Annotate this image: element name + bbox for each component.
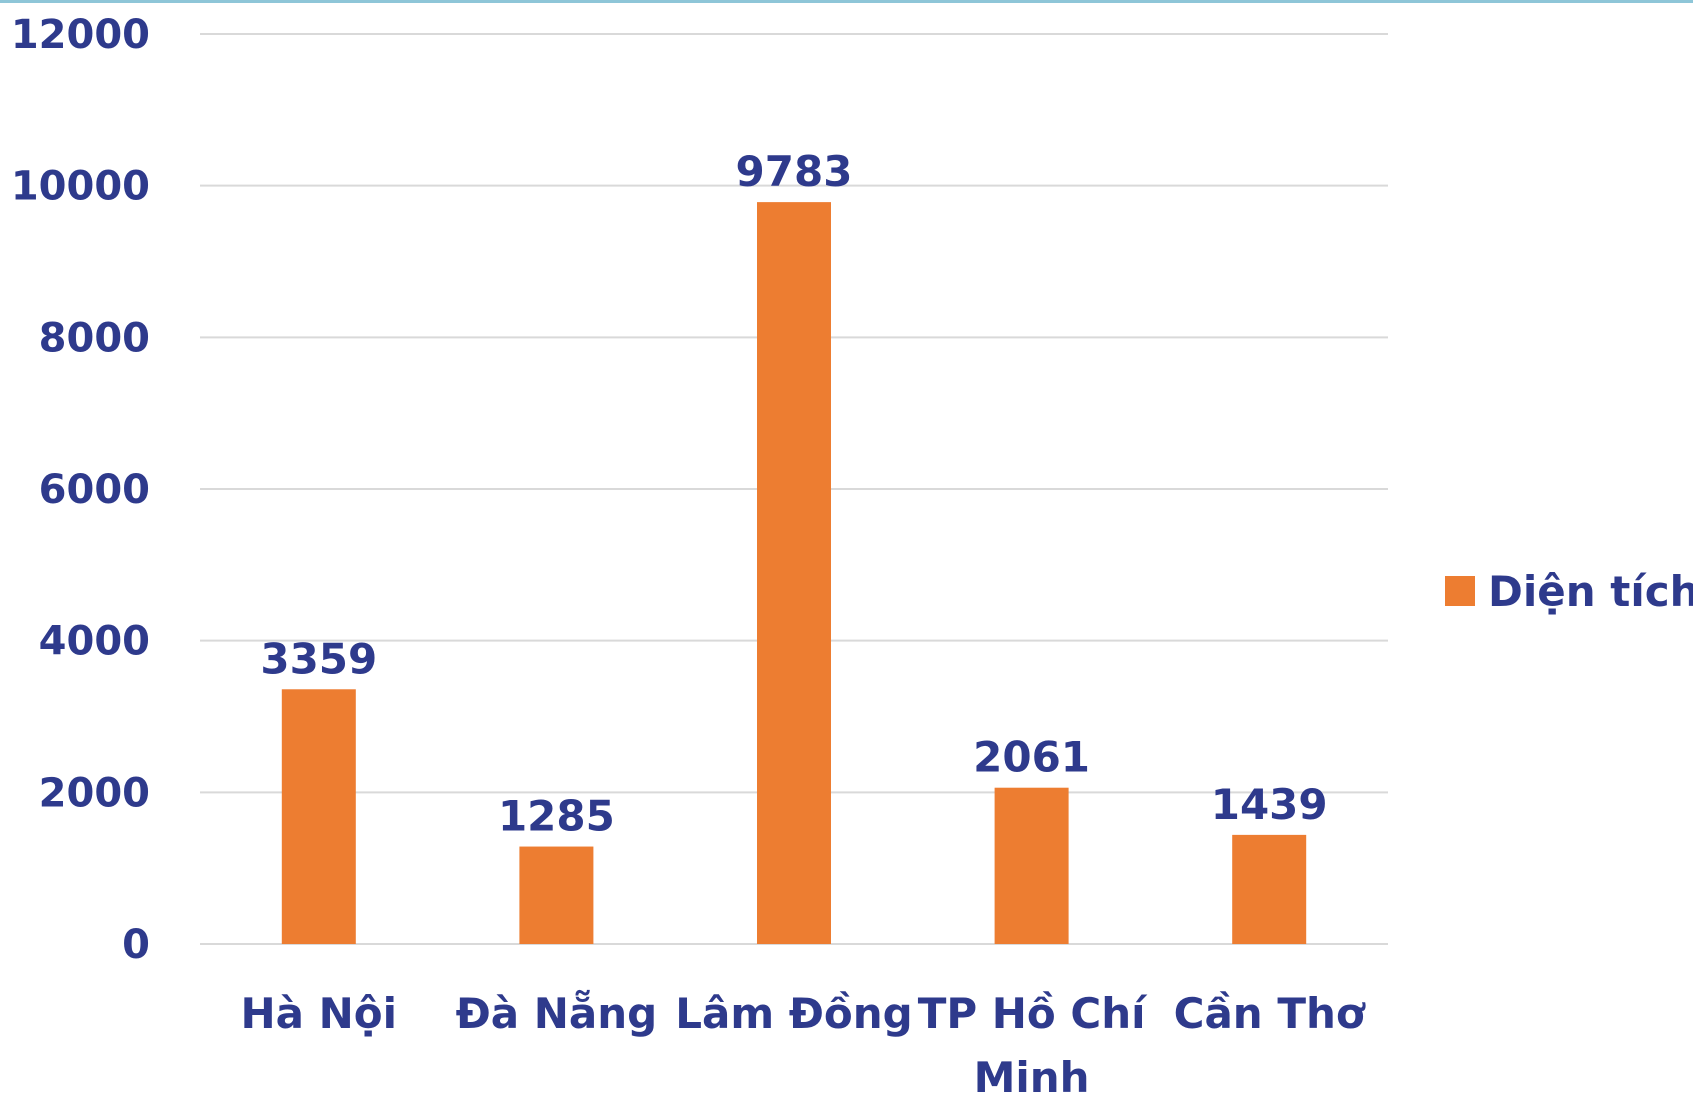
data-labels: 3359 1285 9783 2061 1439 (260, 147, 1327, 840)
bar (281, 689, 356, 944)
bar (994, 787, 1069, 944)
y-tick-label: 6000 (39, 467, 150, 513)
legend: Diện tích (1445, 567, 1693, 616)
y-tick-label: 8000 (39, 315, 150, 361)
data-label: 1439 (1211, 780, 1328, 829)
data-label: 9783 (736, 147, 853, 196)
x-category-label: Cần Thơ (1174, 989, 1366, 1038)
data-label: 1285 (498, 792, 615, 841)
y-tick-label: 10000 (11, 164, 150, 210)
y-tick-label: 0 (122, 922, 150, 968)
x-category-label: Lâm Đồng (675, 989, 913, 1038)
y-tick-label: 4000 (39, 619, 150, 665)
y-axis-tick-labels: 0 2000 4000 6000 8000 10000 12000 (11, 12, 150, 968)
data-label: 3359 (260, 634, 377, 683)
bars (281, 202, 1307, 944)
y-tick-label: 12000 (11, 12, 150, 58)
gridlines (200, 33, 1388, 945)
bar (519, 846, 594, 944)
legend-swatch-dien-tich (1445, 576, 1475, 606)
bar (1232, 834, 1307, 944)
data-label: 2061 (973, 733, 1090, 782)
bar (757, 202, 831, 944)
x-category-label: TP Hồ Chí (918, 989, 1148, 1038)
y-tick-label: 2000 (39, 770, 150, 816)
x-category-label: Đà Nẵng (456, 989, 658, 1038)
x-category-label: Minh (974, 1053, 1090, 1098)
x-axis-category-labels: Hà Nội Đà Nẵng Lâm Đồng TP Hồ Chí Minh Cần Th… (241, 989, 1366, 1098)
x-category-label: Hà Nội (241, 989, 398, 1038)
legend-label-dien-tich: Diện tích (1488, 567, 1693, 616)
top-border-line (0, 0, 1693, 3)
